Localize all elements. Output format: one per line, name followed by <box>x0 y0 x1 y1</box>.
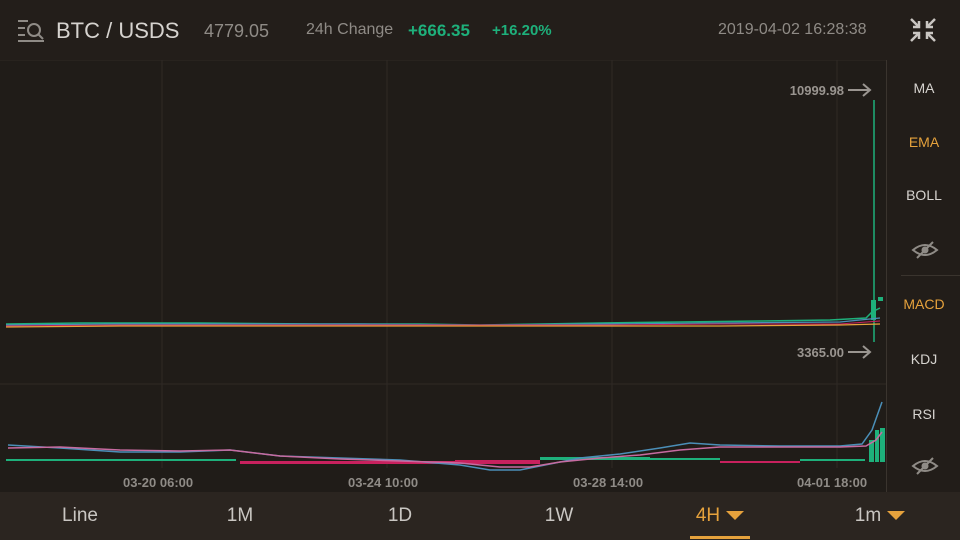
active-tab-indicator <box>690 536 750 539</box>
timeframe-bar: Line 1M 1D 1W 4H 1m <box>0 492 960 540</box>
x-axis-labels: 03-20 06:00 03-24 10:00 03-28 14:00 04-0… <box>0 60 886 492</box>
x-tick: 03-28 14:00 <box>573 475 644 490</box>
x-tick: 03-24 10:00 <box>348 475 419 490</box>
x-tick: 03-20 06:00 <box>123 475 194 490</box>
low-marker: 3365.00 <box>797 345 872 360</box>
change-percent: +16.20% <box>492 22 552 39</box>
tab-label: 4H <box>695 505 721 526</box>
eye-hidden-icon[interactable] <box>911 240 939 260</box>
candlestick-chart[interactable]: 10999.98 3365.00 03-20 06:00 03-2 <box>0 60 886 492</box>
ema-lines <box>5 317 881 328</box>
indicator-ema[interactable]: EMA <box>908 134 940 150</box>
indicator-ma[interactable]: MA <box>913 80 935 96</box>
tab-1M[interactable]: 1M <box>200 492 280 540</box>
tab-4H[interactable]: 4H <box>680 492 760 540</box>
last-price: 4779.05 <box>204 21 270 41</box>
datetime: 2019-04-02 16:28:38 <box>718 21 867 38</box>
panel-divider <box>901 275 960 276</box>
tab-1W[interactable]: 1W <box>519 492 599 540</box>
chevron-down-icon <box>887 511 906 521</box>
chart-svg: 10999.98 3365.00 <box>0 60 886 471</box>
tab-label: 1W <box>544 505 574 526</box>
indicator-boll[interactable]: BOLL <box>906 187 942 203</box>
change-value: +666.35 <box>408 21 470 40</box>
indicator-kdj[interactable]: KDJ <box>910 351 938 367</box>
collapse-fullscreen-icon[interactable] <box>908 16 938 44</box>
chevron-down-icon <box>726 511 745 521</box>
indicator-rsi[interactable]: RSI <box>912 406 936 422</box>
indicator-panel: MA EMA BOLL MACD KDJ RSI <box>886 60 960 492</box>
tab-label: 1M <box>226 505 254 526</box>
eye-hidden-icon[interactable] <box>911 456 939 476</box>
high-price-label: 10999.98 <box>790 83 844 98</box>
tab-1m[interactable]: 1m <box>840 492 920 540</box>
high-marker: 10999.98 <box>790 83 872 98</box>
change-label: 24h Change <box>306 21 394 38</box>
header-bar: BTC / USDS 4779.05 24h Change +666.35 +1… <box>0 0 960 60</box>
price-candles <box>5 100 883 342</box>
low-price-label: 3365.00 <box>797 345 844 360</box>
tab-label: 1m <box>854 505 882 526</box>
trading-pair: BTC / USDS <box>56 18 180 43</box>
tab-line[interactable]: Line <box>40 492 120 540</box>
list-search-icon[interactable] <box>16 17 46 43</box>
tab-1D[interactable]: 1D <box>360 492 440 540</box>
indicator-macd[interactable]: MACD <box>903 296 945 312</box>
tab-label: 1D <box>387 505 413 526</box>
macd-lines <box>7 401 883 471</box>
tab-label: Line <box>62 505 98 526</box>
x-tick: 04-01 18:00 <box>797 475 868 490</box>
